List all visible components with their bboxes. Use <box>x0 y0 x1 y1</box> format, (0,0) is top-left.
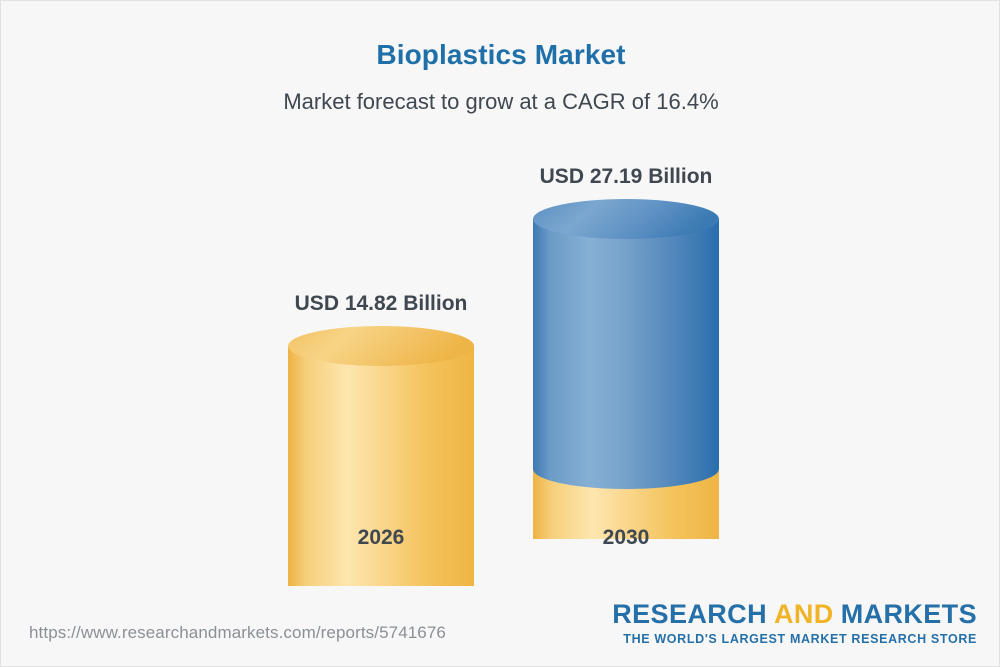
page-subtitle: Market forecast to grow at a CAGR of 16.… <box>283 89 719 114</box>
bar-value-label-2030: USD 27.19 Billion <box>539 165 713 188</box>
bar-group-2026: USD 14.82 Billion <box>256 141 506 586</box>
brand-logo[interactable]: RESEARCH AND MARKETS THE WORLD'S LARGEST M… <box>612 601 977 646</box>
cylinder-2026 <box>288 326 474 586</box>
page-title: Bioplastics Market <box>376 39 626 70</box>
bar-category-label-2026: 2026 <box>357 526 405 549</box>
brand-logo-tagline: THE WORLD'S LARGEST MARKET RESEARCH STOR… <box>623 632 977 646</box>
logo-word-markets: MARKETS <box>840 599 977 629</box>
source-url[interactable]: https://www.researchandmarkets.com/repor… <box>29 623 446 642</box>
cylinder-2030 <box>533 199 719 539</box>
bar-group-2030: USD 27.19 Billion <box>501 141 751 571</box>
bar-value-label-2026: USD 14.82 Billion <box>294 292 468 315</box>
brand-logo-wordmark: RESEARCH AND MARKETS <box>612 601 977 628</box>
logo-word-and: AND <box>773 599 834 629</box>
bar-category-label-2030: 2030 <box>602 526 650 549</box>
logo-word-research: RESEARCH <box>612 599 767 629</box>
chart-plot-area: USD 14.82 Billion <box>1 141 999 586</box>
